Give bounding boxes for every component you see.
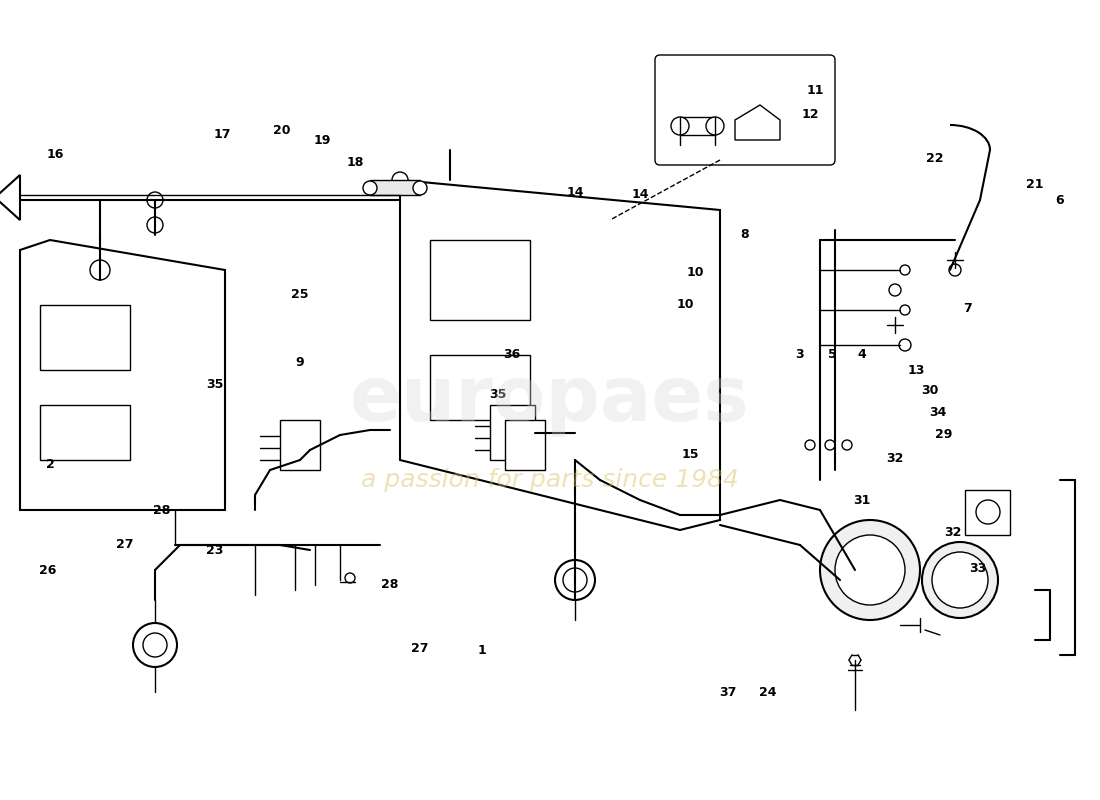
Polygon shape	[735, 105, 780, 140]
Text: 12: 12	[801, 109, 818, 122]
Text: 37: 37	[719, 686, 737, 699]
Circle shape	[345, 573, 355, 583]
Circle shape	[889, 284, 901, 296]
Text: 2: 2	[45, 458, 54, 471]
Circle shape	[563, 568, 587, 592]
FancyBboxPatch shape	[654, 55, 835, 165]
Text: 15: 15	[681, 449, 698, 462]
Text: 29: 29	[935, 429, 953, 442]
Text: 18: 18	[346, 155, 364, 169]
Text: 11: 11	[806, 83, 824, 97]
Text: 10: 10	[686, 266, 704, 278]
Polygon shape	[400, 180, 720, 530]
Circle shape	[825, 440, 835, 450]
Circle shape	[842, 440, 852, 450]
Polygon shape	[0, 175, 20, 220]
Text: 7: 7	[964, 302, 972, 314]
Text: europaes: europaes	[350, 363, 750, 437]
Text: 8: 8	[740, 229, 749, 242]
Text: 25: 25	[292, 289, 309, 302]
Text: 28: 28	[153, 503, 170, 517]
Text: 33: 33	[969, 562, 987, 574]
Bar	[430, 240, 530, 320]
Text: 14: 14	[631, 189, 649, 202]
Polygon shape	[965, 490, 1010, 535]
Text: 19: 19	[314, 134, 331, 146]
Text: 32: 32	[944, 526, 961, 539]
Text: 24: 24	[759, 686, 777, 699]
Circle shape	[90, 260, 110, 280]
Bar	[40, 305, 130, 370]
Text: 21: 21	[1026, 178, 1044, 191]
Circle shape	[671, 117, 689, 135]
Text: 23: 23	[207, 543, 223, 557]
Bar	[40, 405, 130, 460]
Text: 27: 27	[411, 642, 429, 654]
Circle shape	[133, 623, 177, 667]
Text: 30: 30	[922, 383, 938, 397]
Circle shape	[412, 181, 427, 195]
Circle shape	[805, 440, 815, 450]
Text: 32: 32	[887, 451, 904, 465]
Text: 28: 28	[382, 578, 398, 591]
Text: 14: 14	[566, 186, 584, 198]
Circle shape	[900, 305, 910, 315]
Text: 35: 35	[207, 378, 223, 391]
Text: 5: 5	[827, 349, 836, 362]
Bar	[490, 405, 535, 460]
Text: 35: 35	[490, 389, 507, 402]
Circle shape	[143, 633, 167, 657]
Bar	[430, 355, 530, 420]
Text: 17: 17	[213, 129, 231, 142]
Bar	[680, 117, 715, 135]
Circle shape	[147, 217, 163, 233]
Circle shape	[363, 181, 377, 195]
Text: 34: 34	[930, 406, 947, 419]
Circle shape	[899, 339, 911, 351]
Text: 27: 27	[117, 538, 134, 551]
Circle shape	[706, 117, 724, 135]
Text: a passion for parts since 1984: a passion for parts since 1984	[361, 468, 739, 492]
Text: 26: 26	[40, 563, 57, 577]
Text: 20: 20	[273, 123, 290, 137]
Circle shape	[835, 535, 905, 605]
Circle shape	[922, 542, 998, 618]
Circle shape	[556, 560, 595, 600]
Text: 13: 13	[908, 363, 925, 377]
Text: 31: 31	[854, 494, 871, 506]
Bar	[370, 180, 420, 195]
Text: 1: 1	[477, 643, 486, 657]
Text: 16: 16	[46, 149, 64, 162]
Circle shape	[976, 500, 1000, 524]
Circle shape	[820, 520, 920, 620]
Text: 36: 36	[504, 349, 520, 362]
Text: 10: 10	[676, 298, 694, 311]
Circle shape	[147, 192, 163, 208]
Text: 3: 3	[795, 349, 804, 362]
Text: 4: 4	[858, 349, 867, 362]
Text: 22: 22	[926, 151, 944, 165]
Circle shape	[932, 552, 988, 608]
Bar	[280, 420, 320, 470]
Circle shape	[392, 172, 408, 188]
Circle shape	[900, 265, 910, 275]
Bar	[505, 420, 544, 470]
Circle shape	[900, 340, 910, 350]
Text: 6: 6	[1056, 194, 1065, 206]
Polygon shape	[20, 240, 226, 510]
Text: 9: 9	[296, 355, 305, 369]
Circle shape	[949, 264, 961, 276]
